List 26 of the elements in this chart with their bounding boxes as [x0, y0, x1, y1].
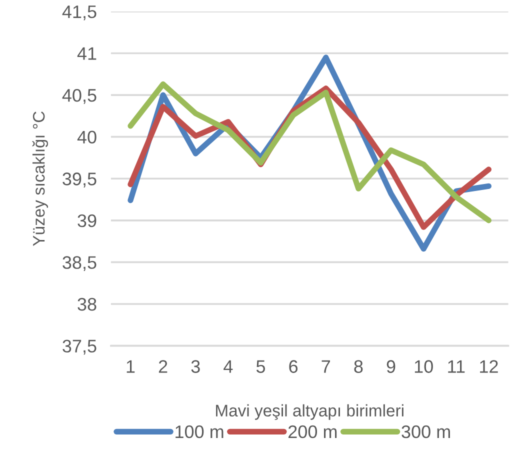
y-tick-label: 39 [78, 214, 96, 228]
y-tick-label: 41 [77, 47, 96, 60]
x-tick-label: 7 [322, 360, 330, 373]
y-tick-label: 38 [78, 298, 96, 311]
x-tick-label: 11 [448, 360, 465, 373]
legend-label: 300 m [402, 425, 450, 438]
x-axis-title: Mavi yeşil altyapı birimleri [216, 404, 404, 420]
y-tick-label: 41,5 [62, 6, 96, 20]
x-tick-label: 1 [126, 360, 135, 373]
x-tick-label: 12 [480, 360, 498, 373]
x-tick-label: 5 [256, 360, 266, 373]
x-tick-label: 10 [414, 360, 433, 373]
y-tick-label: 40 [77, 130, 96, 144]
y-tick-label: 38,5 [62, 256, 96, 272]
x-tick-label: 2 [158, 360, 168, 373]
x-tick-label: 3 [191, 360, 200, 373]
x-tick-label: 8 [354, 360, 363, 373]
x-tick-label: 4 [224, 360, 233, 373]
y-axis-title: Yüzey sıcaklığı °C [32, 112, 48, 246]
x-tick-label: 6 [289, 360, 298, 373]
y-tick-label: 40,5 [62, 88, 96, 104]
y-tick-label: 39,5 [62, 172, 96, 188]
x-tick-label: 9 [386, 360, 396, 373]
legend-label: 200 m [288, 425, 337, 438]
legend-label: 100 m [176, 425, 224, 438]
y-tick-label: 37,5 [62, 340, 96, 355]
